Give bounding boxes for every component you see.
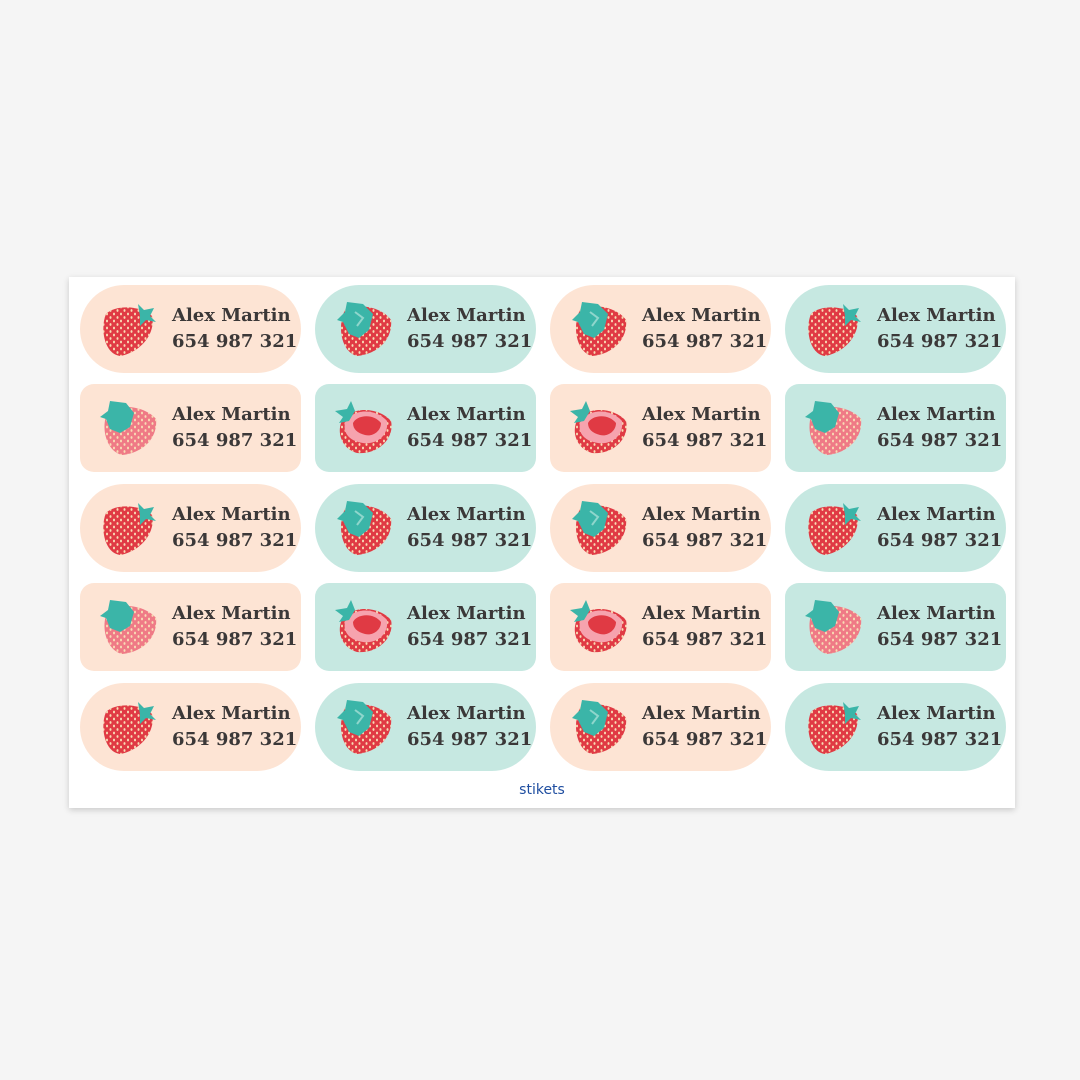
strawberry-icon [98,397,160,459]
sticker-sheet: stikets Alex Martin 654 987 321 Alex Marti… [69,277,1015,808]
sticker-name: Alex Martin [877,305,996,326]
sticker: Alex Martin 654 987 321 [80,285,301,373]
strawberry-icon [568,696,630,758]
strawberry-icon [568,596,630,658]
sticker-name: Alex Martin [407,404,526,425]
strawberry-icon [333,696,395,758]
sticker-name: Alex Martin [407,504,526,525]
sticker-phone: 654 987 321 [172,430,298,451]
sticker: Alex Martin 654 987 321 [80,484,301,572]
sticker-name: Alex Martin [172,603,291,624]
sticker-phone: 654 987 321 [407,629,533,650]
sticker-phone: 654 987 321 [877,430,1003,451]
sticker-phone: 654 987 321 [877,530,1003,551]
sticker: Alex Martin 654 987 321 [550,384,771,472]
sticker-phone: 654 987 321 [877,729,1003,750]
sticker: Alex Martin 654 987 321 [550,583,771,671]
strawberry-icon [803,696,865,758]
sticker-name: Alex Martin [642,504,761,525]
sticker: Alex Martin 654 987 321 [80,683,301,771]
sticker-name: Alex Martin [642,603,761,624]
sticker-name: Alex Martin [877,703,996,724]
sticker-phone: 654 987 321 [642,331,768,352]
sticker-phone: 654 987 321 [407,430,533,451]
strawberry-icon [98,596,160,658]
sticker-phone: 654 987 321 [407,331,533,352]
sticker: Alex Martin 654 987 321 [315,583,536,671]
sticker: Alex Martin 654 987 321 [550,683,771,771]
strawberry-icon [803,397,865,459]
strawberry-icon [568,497,630,559]
sticker-name: Alex Martin [877,603,996,624]
strawberry-icon [568,397,630,459]
sticker-name: Alex Martin [642,703,761,724]
sticker-phone: 654 987 321 [642,729,768,750]
sticker: Alex Martin 654 987 321 [785,583,1006,671]
sticker-phone: 654 987 321 [172,729,298,750]
sticker-phone: 654 987 321 [172,530,298,551]
sticker-name: Alex Martin [407,603,526,624]
sticker: Alex Martin 654 987 321 [315,484,536,572]
strawberry-icon [98,696,160,758]
sticker: Alex Martin 654 987 321 [785,484,1006,572]
sticker: Alex Martin 654 987 321 [315,384,536,472]
strawberry-icon [803,497,865,559]
sticker: Alex Martin 654 987 321 [785,683,1006,771]
sticker-name: Alex Martin [172,305,291,326]
strawberry-icon [333,497,395,559]
sticker: Alex Martin 654 987 321 [550,484,771,572]
sticker: Alex Martin 654 987 321 [80,583,301,671]
sticker-phone: 654 987 321 [642,530,768,551]
brand: stikets [519,782,565,798]
sticker-name: Alex Martin [407,703,526,724]
sticker-name: Alex Martin [642,305,761,326]
sticker: Alex Martin 654 987 321 [550,285,771,373]
sticker-name: Alex Martin [172,504,291,525]
sticker-phone: 654 987 321 [172,331,298,352]
sticker-name: Alex Martin [172,404,291,425]
sticker-name: Alex Martin [172,703,291,724]
sticker-phone: 654 987 321 [642,629,768,650]
sticker: Alex Martin 654 987 321 [315,285,536,373]
sticker-name: Alex Martin [407,305,526,326]
sticker-name: Alex Martin [877,404,996,425]
sticker: Alex Martin 654 987 321 [785,285,1006,373]
strawberry-icon [333,298,395,360]
sticker: Alex Martin 654 987 321 [785,384,1006,472]
sticker-phone: 654 987 321 [877,629,1003,650]
sticker-phone: 654 987 321 [642,430,768,451]
strawberry-icon [568,298,630,360]
sticker-phone: 654 987 321 [407,530,533,551]
sticker-name: Alex Martin [642,404,761,425]
strawberry-icon [803,298,865,360]
sticker-phone: 654 987 321 [877,331,1003,352]
sticker: Alex Martin 654 987 321 [80,384,301,472]
strawberry-icon [333,397,395,459]
sticker-name: Alex Martin [877,504,996,525]
sticker: Alex Martin 654 987 321 [315,683,536,771]
strawberry-icon [98,298,160,360]
sticker-phone: 654 987 321 [407,729,533,750]
strawberry-icon [98,497,160,559]
strawberry-icon [333,596,395,658]
strawberry-icon [803,596,865,658]
sticker-phone: 654 987 321 [172,629,298,650]
